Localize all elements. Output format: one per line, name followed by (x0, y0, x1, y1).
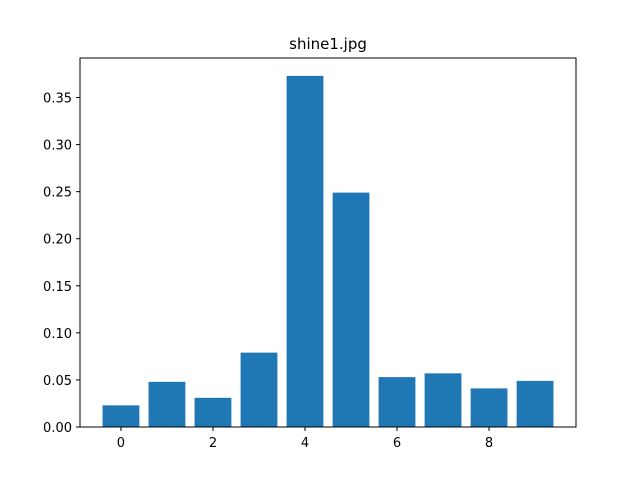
chart-title: shine1.jpg (289, 35, 367, 53)
bar (102, 405, 140, 427)
x-axis: 0 2 4 6 8 (117, 427, 493, 451)
bar (332, 192, 370, 427)
y-tick-label: 0.35 (43, 92, 72, 107)
y-tick-label: 0.10 (43, 327, 72, 342)
bar (378, 377, 416, 427)
bar (240, 352, 278, 427)
bar (148, 381, 186, 427)
bar (424, 373, 462, 427)
x-tick-label: 0 (117, 436, 125, 451)
bar (516, 380, 554, 427)
plot-frame (79, 57, 577, 428)
y-axis: 0.00 0.05 0.10 0.15 0.20 0.25 0.30 0.35 (43, 92, 80, 436)
x-tick-label: 6 (393, 436, 401, 451)
y-tick-label: 0.00 (43, 421, 72, 436)
y-tick-label: 0.25 (43, 186, 72, 201)
bar (194, 397, 232, 427)
bars-group (102, 75, 554, 428)
bar (470, 388, 508, 427)
x-tick-label: 2 (209, 436, 217, 451)
y-tick-label: 0.20 (43, 233, 72, 248)
x-tick-label: 4 (301, 436, 309, 451)
bar (286, 75, 324, 428)
x-tick-label: 8 (485, 436, 493, 451)
y-tick-label: 0.05 (43, 374, 72, 389)
y-tick-label: 0.15 (43, 280, 72, 295)
y-tick-label: 0.30 (43, 139, 72, 154)
